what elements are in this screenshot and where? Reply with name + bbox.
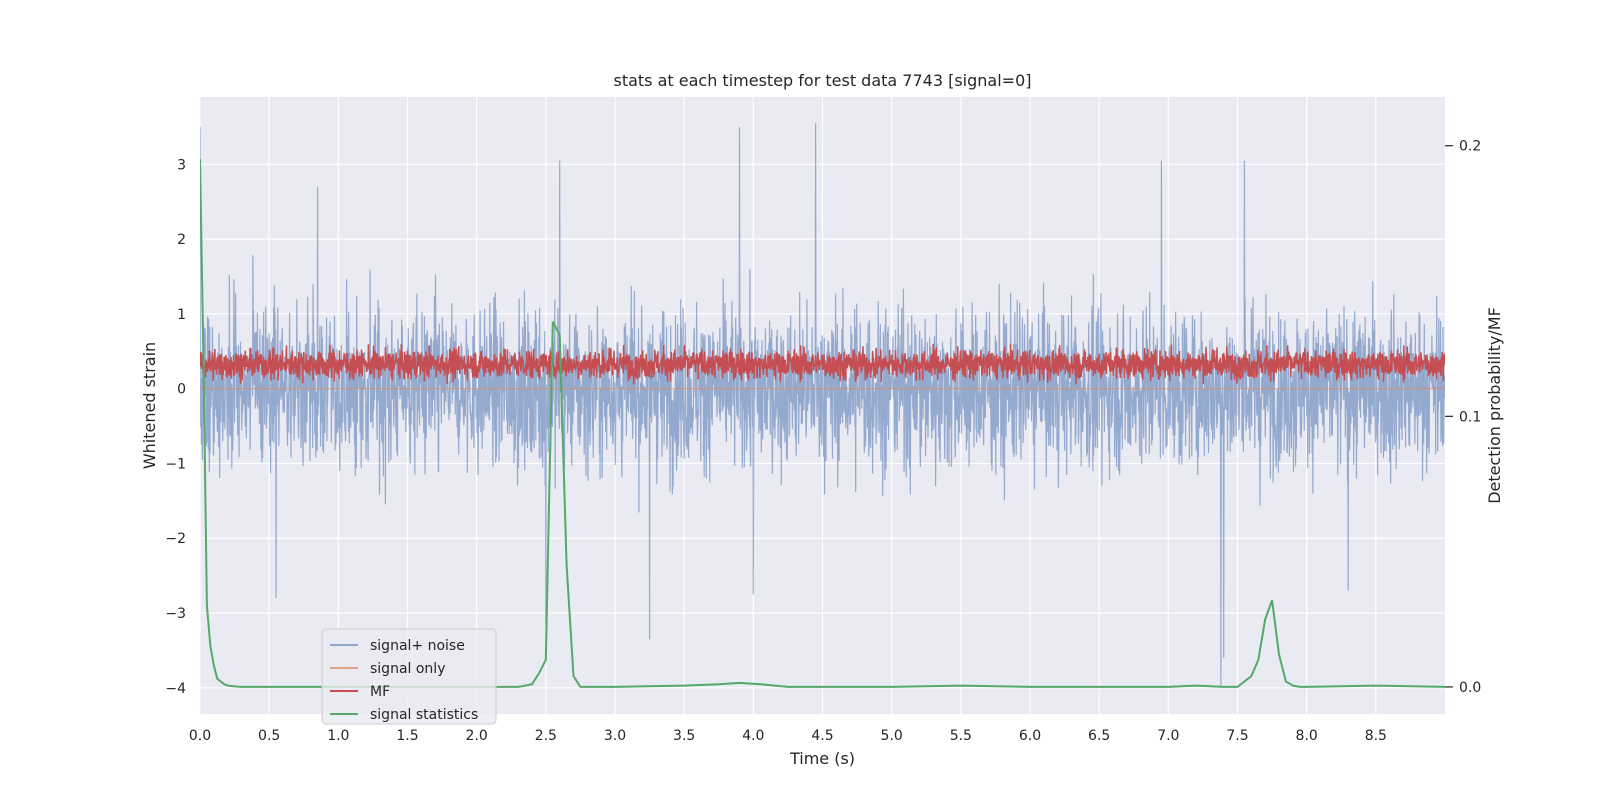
x-tick-label: 2.5 [535,728,557,744]
x-tick-label: 2.0 [466,728,488,744]
legend-label: signal only [370,661,445,677]
y-left-tick-label: 0 [177,382,186,398]
chart-title: stats at each timestep for test data 774… [613,71,1031,90]
legend-box [321,628,497,725]
legend-label: signal statistics [370,707,478,723]
x-axis-label: Time (s) [789,749,855,768]
y-left-tick-label: −1 [165,456,186,472]
x-tick-label: 3.5 [673,728,695,744]
x-tick-label: 7.5 [1226,728,1248,744]
x-tick-label: 1.0 [327,728,349,744]
y-left-tick-label: −2 [165,531,186,547]
y-axis-left-ticks: −4 −3 −2 −1 0 1 2 3 [165,157,186,697]
legend-label: signal+ noise [370,638,465,654]
y-right-tick-label: 0.0 [1459,680,1481,696]
y-right-tick-label: 0.1 [1459,409,1481,425]
x-tick-label: 8.0 [1296,728,1318,744]
x-tick-label: 0.0 [189,728,211,744]
x-tick-label: 7.0 [1157,728,1179,744]
series-line-signal-statistics [200,159,1445,688]
x-tick-label: 5.5 [950,728,972,744]
y-right-tick-label: 0.2 [1459,139,1481,155]
y-axis-right-ticks: 0.0 0.1 0.2 [1445,139,1481,696]
y-axis-left-label: Whitened strain [140,342,159,469]
y-left-tick-label: −3 [165,606,186,622]
x-tick-label: 6.0 [1019,728,1041,744]
y-axis-right-label: Detection probability/MF [1485,307,1504,504]
x-tick-label: 1.5 [396,728,418,744]
x-tick-label: 4.5 [811,728,833,744]
x-tick-label: 6.5 [1088,728,1110,744]
x-tick-label: 3.0 [604,728,626,744]
x-tick-label: 4.0 [742,728,764,744]
y-left-tick-label: 1 [177,307,186,323]
legend: signal+ noise signal only MF signal statist… [321,628,497,725]
y-left-tick-label: 2 [177,232,186,248]
x-tick-label: 0.5 [258,728,280,744]
x-tick-label: 5.0 [881,728,903,744]
y-left-tick-label: 3 [177,157,186,173]
series-line-mf [200,343,1445,385]
legend-label: MF [370,684,390,700]
y-left-tick-label: −4 [165,681,186,697]
x-tick-label: 8.5 [1365,728,1387,744]
x-axis-ticks: 0.0 0.5 1.0 1.5 2.0 2.5 3.0 3.5 4.0 4.5 5.0 5.5 6.0 6… [189,728,1387,744]
